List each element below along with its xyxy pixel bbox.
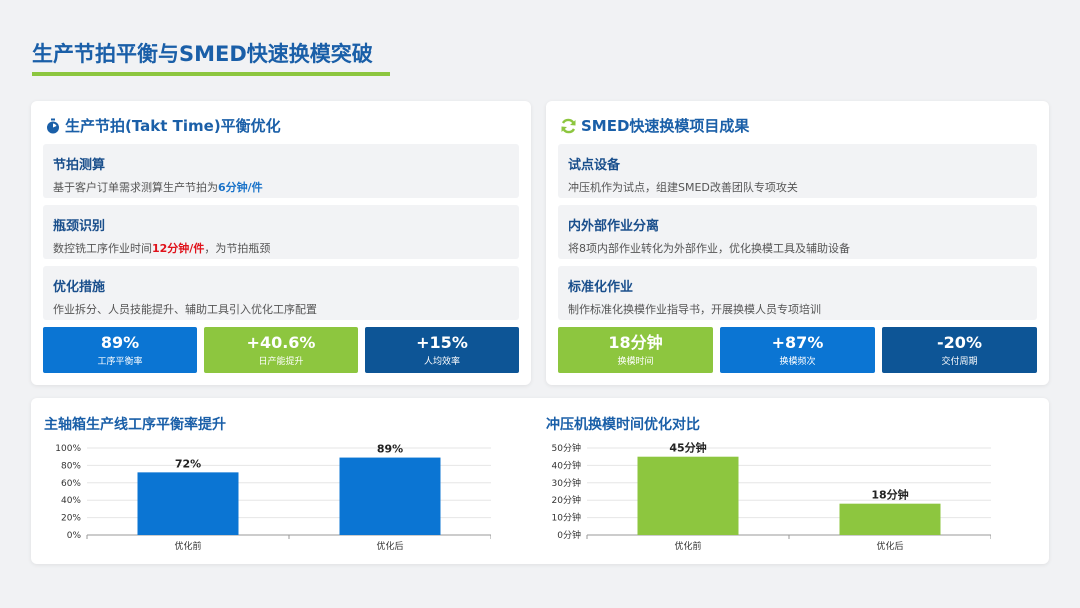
takt-stats: 89% 工序平衡率 +40.6% 日产能提升 +15% 人均效率	[43, 327, 519, 373]
balance-rate-chart: 0% 20% 40% 60% 80% 100% 72% 优化前 89% 优化后	[55, 443, 491, 552]
stat-per-capita-efficiency: +15% 人均效率	[365, 327, 519, 373]
chart-title-changeover: 冲压机换模时间优化对比	[546, 417, 700, 433]
smed-card-title: SMED快速换模项目成果	[581, 117, 750, 135]
y-tick-label: 20%	[61, 514, 81, 524]
item-title: 试点设备	[568, 158, 621, 173]
item-desc: 制作标准化换模作业指导书，开展换模人员专项培训	[568, 303, 821, 316]
item-title: 瓶颈识别	[53, 219, 106, 234]
takt-card-header: 生产节拍(Takt Time)平衡优化	[45, 115, 281, 136]
list-item-standardization: 标准化作业 制作标准化换模作业指导书，开展换模人员专项培训	[558, 266, 1037, 320]
takt-time-card: 生产节拍(Takt Time)平衡优化 节拍测算 基于客户订单需求测算生产节拍为…	[31, 101, 531, 385]
y-tick-label: 0%	[67, 531, 82, 541]
charts-card: 主轴箱生产线工序平衡率提升 冲压机换模时间优化对比 0% 20% 40% 60% 80%…	[31, 398, 1049, 564]
bar	[637, 456, 739, 535]
smed-card: SMED快速换模项目成果 试点设备 冲压机作为试点，组建SMED改善团队专项攻关…	[546, 101, 1049, 385]
item-desc: 将8项内部作业转化为外部作业，优化换模工具及辅助设备	[568, 242, 850, 255]
x-tick-label: 优化前	[174, 540, 201, 552]
smed-card-header: SMED快速换模项目成果	[560, 115, 749, 136]
stat-changeover-time: 18分钟 换模时间	[558, 327, 713, 373]
y-tick-label: 10分钟	[552, 512, 581, 524]
item-title: 优化措施	[53, 280, 106, 295]
list-item-operation-separation: 内外部作业分离 将8项内部作业转化为外部作业，优化换模工具及辅助设备	[558, 205, 1037, 259]
item-desc: 冲压机作为试点，组建SMED改善团队专项攻关	[568, 181, 798, 194]
item-title: 标准化作业	[568, 280, 634, 295]
refresh-icon	[560, 118, 577, 134]
smed-stats: 18分钟 换模时间 +87% 换模频次 -20% 交付周期	[558, 327, 1037, 373]
y-tick-label: 80%	[61, 461, 81, 471]
bar	[137, 472, 239, 535]
y-tick-label: 20分钟	[552, 494, 581, 506]
stat-daily-capacity: +40.6% 日产能提升	[204, 327, 358, 373]
item-desc: 数控铣工序作业时间12分钟/件，为节拍瓶颈	[53, 242, 271, 255]
chart-title-balance: 主轴箱生产线工序平衡率提升	[44, 417, 226, 433]
item-title: 节拍测算	[53, 158, 106, 173]
x-tick-label: 优化后	[876, 540, 903, 552]
y-tick-label: 100%	[55, 444, 81, 454]
title-underline	[32, 72, 390, 76]
x-tick-label: 优化前	[674, 540, 701, 552]
stat-delivery-cycle: -20% 交付周期	[882, 327, 1037, 373]
list-item-pilot-equipment: 试点设备 冲压机作为试点，组建SMED改善团队专项攻关	[558, 144, 1037, 198]
y-tick-label: 0分钟	[557, 529, 581, 541]
data-label: 45分钟	[669, 441, 706, 455]
stopwatch-icon	[45, 118, 61, 134]
item-desc: 作业拆分、人员技能提升、辅助工具引入优化工序配置	[53, 303, 317, 316]
list-item-optimization: 优化措施 作业拆分、人员技能提升、辅助工具引入优化工序配置	[43, 266, 519, 320]
x-tick-label: 优化后	[376, 540, 403, 552]
data-label: 72%	[175, 457, 201, 470]
y-tick-label: 40分钟	[552, 459, 581, 471]
list-item-bottleneck: 瓶颈识别 数控铣工序作业时间12分钟/件，为节拍瓶颈	[43, 205, 519, 259]
page-title: 生产节拍平衡与SMED快速换模突破	[32, 42, 373, 66]
list-item-takt-calc: 节拍测算 基于客户订单需求测算生产节拍为6分钟/件	[43, 144, 519, 198]
data-label: 89%	[377, 443, 403, 456]
stat-changeover-frequency: +87% 换模频次	[720, 327, 875, 373]
bar	[339, 457, 441, 535]
item-desc: 基于客户订单需求测算生产节拍为6分钟/件	[53, 181, 263, 194]
item-title: 内外部作业分离	[568, 219, 660, 234]
y-tick-label: 50分钟	[552, 442, 581, 454]
takt-card-title: 生产节拍(Takt Time)平衡优化	[65, 117, 281, 135]
stat-balance-rate: 89% 工序平衡率	[43, 327, 197, 373]
bar	[839, 503, 941, 535]
data-label: 18分钟	[871, 488, 908, 502]
y-tick-label: 40%	[61, 496, 81, 506]
y-tick-label: 60%	[61, 479, 81, 489]
y-tick-label: 30分钟	[552, 477, 581, 489]
